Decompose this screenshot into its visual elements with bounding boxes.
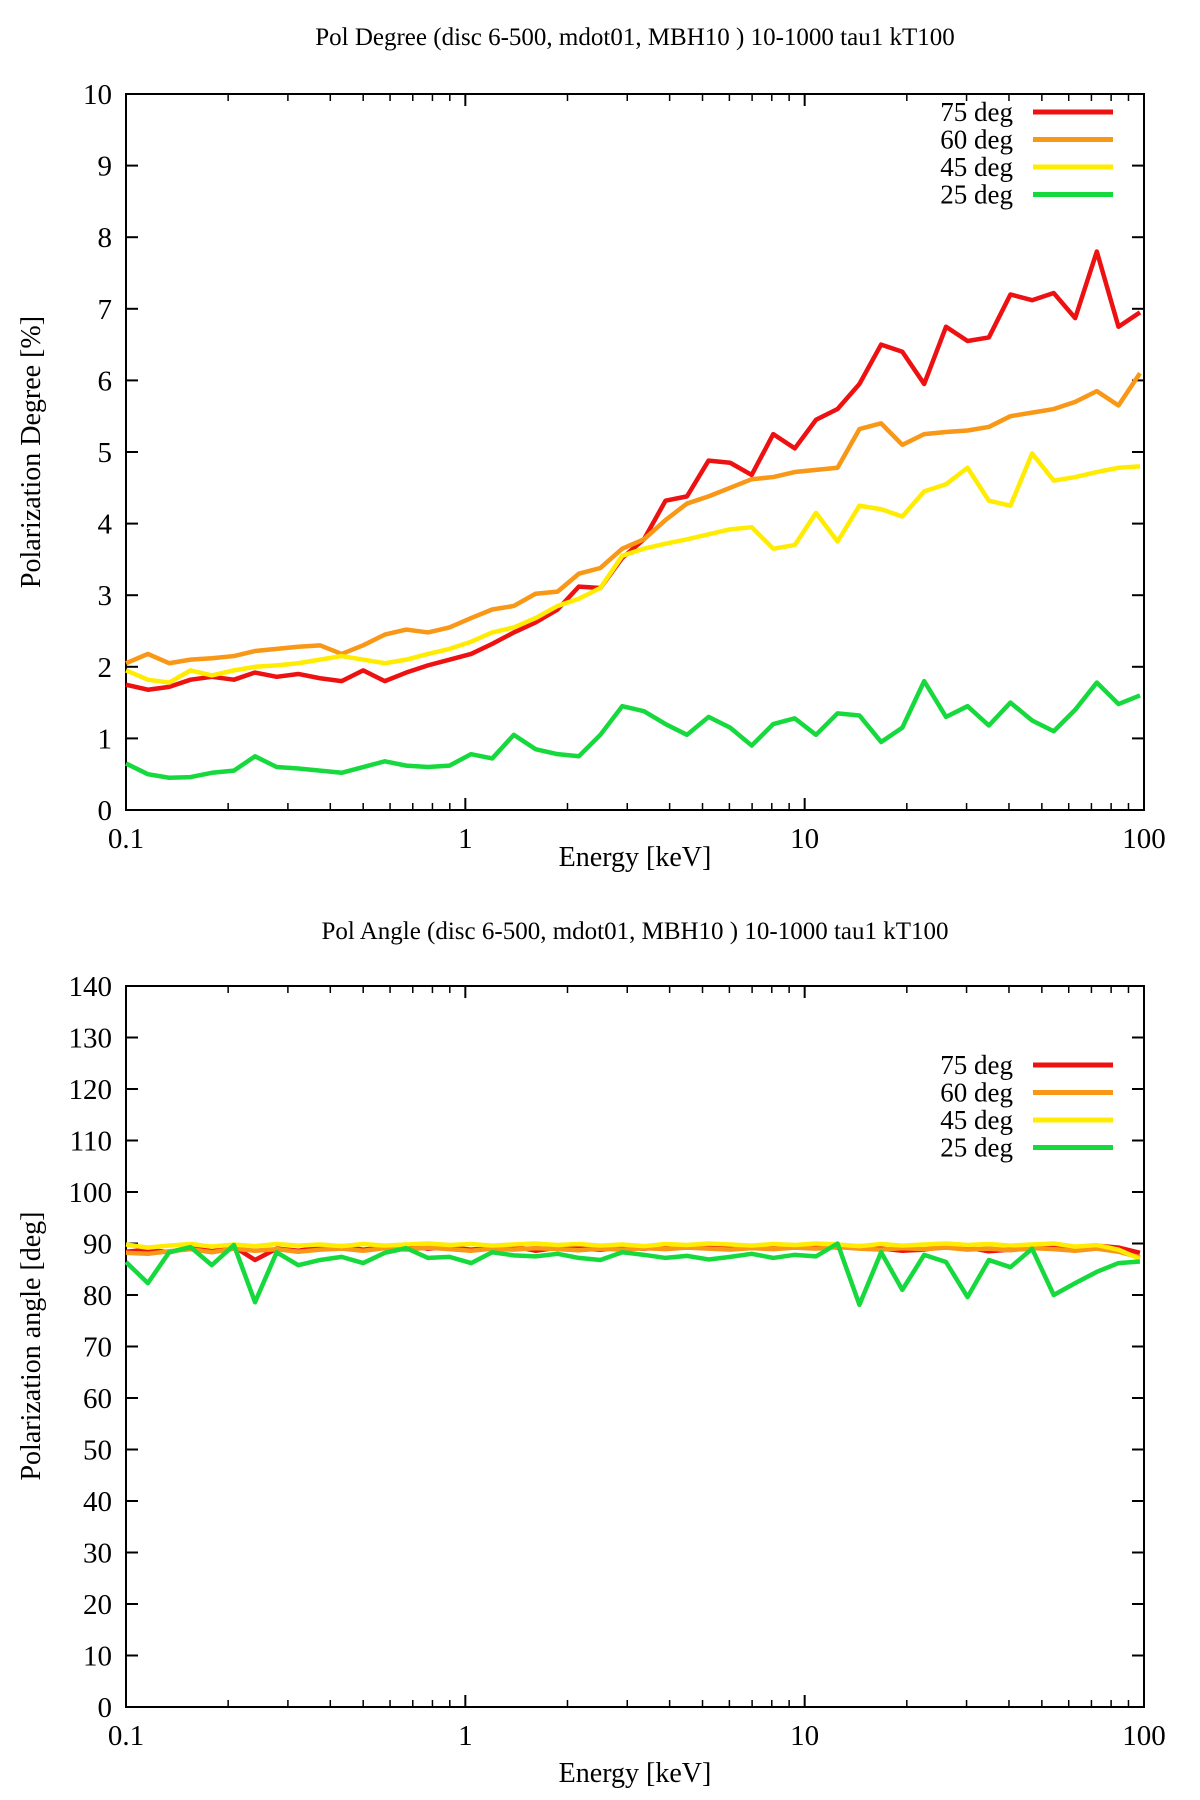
y-tick-label: 40 — [83, 1486, 112, 1518]
y-tick-label: 110 — [70, 1126, 112, 1158]
y-tick-label: 140 — [69, 971, 113, 1003]
legend-label-75-deg: 75 deg — [940, 1050, 1013, 1080]
x-tick-label: 10 — [790, 1720, 819, 1752]
pol-angle-chart: Pol Angle (disc 6-500, mdot01, MBH10 ) 1… — [0, 900, 1200, 1800]
series-25-deg-line — [124, 1241, 1141, 1308]
y-tick-label: 130 — [69, 1023, 113, 1055]
x-tick-label: 10 — [790, 823, 819, 855]
legend-label-60-deg: 60 deg — [940, 125, 1013, 155]
y-tick-label: 70 — [83, 1332, 112, 1364]
x-tick-label: 100 — [1122, 823, 1166, 855]
y-tick-label: 6 — [98, 365, 113, 397]
y-tick-label: 120 — [69, 1074, 113, 1106]
x-tick-label: 0.1 — [108, 1720, 144, 1752]
y-tick-label: 100 — [69, 1177, 113, 1209]
series-45-deg-line — [125, 451, 1141, 685]
pol-degree-chart-title: Pol Degree (disc 6-500, mdot01, MBH10 ) … — [315, 24, 955, 51]
legend-label-25-deg: 25 deg — [940, 1133, 1013, 1163]
y-tick-label: 2 — [98, 652, 113, 684]
y-tick-label: 3 — [98, 580, 113, 612]
x-tick-label: 1 — [458, 1720, 473, 1752]
x-tick-label: 100 — [1122, 1720, 1166, 1752]
y-tick-label: 0 — [98, 1692, 113, 1724]
legend-label-60-deg: 60 deg — [940, 1078, 1013, 1108]
series-75-deg-line — [125, 249, 1142, 692]
y-tick-label: 10 — [83, 1641, 112, 1673]
x-tick-label: 1 — [458, 823, 473, 855]
y-tick-label: 10 — [83, 79, 112, 111]
y-tick-label: 1 — [98, 723, 113, 755]
legend-label-45-deg: 45 deg — [940, 152, 1013, 182]
y-tick-label: 30 — [83, 1538, 112, 1570]
pol-angle-plot-canvas: 0.1 1 10 1000102030405060708090100110120130… — [69, 971, 1166, 1752]
series-60-deg-line — [125, 371, 1142, 666]
pol-angle-chart-title: Pol Angle (disc 6-500, mdot01, MBH10 ) 1… — [321, 918, 949, 945]
legend-label-45-deg: 45 deg — [940, 1105, 1013, 1135]
y-tick-label: 5 — [98, 437, 113, 469]
y-tick-label: 50 — [83, 1435, 112, 1467]
pol-degree-x-axis-label: Energy [keV] — [558, 842, 712, 873]
y-tick-label: 20 — [83, 1589, 112, 1621]
series-25-deg-line — [125, 678, 1141, 781]
y-tick-label: 7 — [98, 294, 113, 326]
series-45-deg-line — [125, 1241, 1141, 1262]
series-60-deg-line — [125, 1244, 1141, 1260]
pol-angle-x-axis-label: Energy [keV] — [558, 1758, 712, 1789]
y-tick-label: 60 — [83, 1383, 112, 1415]
pol-degree-chart: Pol Degree (disc 6-500, mdot01, MBH10 ) … — [16, 24, 1166, 873]
legend-label-25-deg: 25 deg — [940, 180, 1013, 210]
y-tick-label: 90 — [83, 1229, 112, 1261]
y-tick-label: 0 — [98, 795, 113, 827]
y-tick-label: 8 — [98, 222, 113, 254]
legend-label-75-deg: 75 deg — [940, 97, 1013, 127]
y-tick-label: 9 — [98, 151, 113, 183]
y-tick-label: 4 — [98, 509, 113, 541]
y-tick-label: 80 — [83, 1280, 112, 1312]
x-tick-label: 0.1 — [108, 823, 144, 855]
